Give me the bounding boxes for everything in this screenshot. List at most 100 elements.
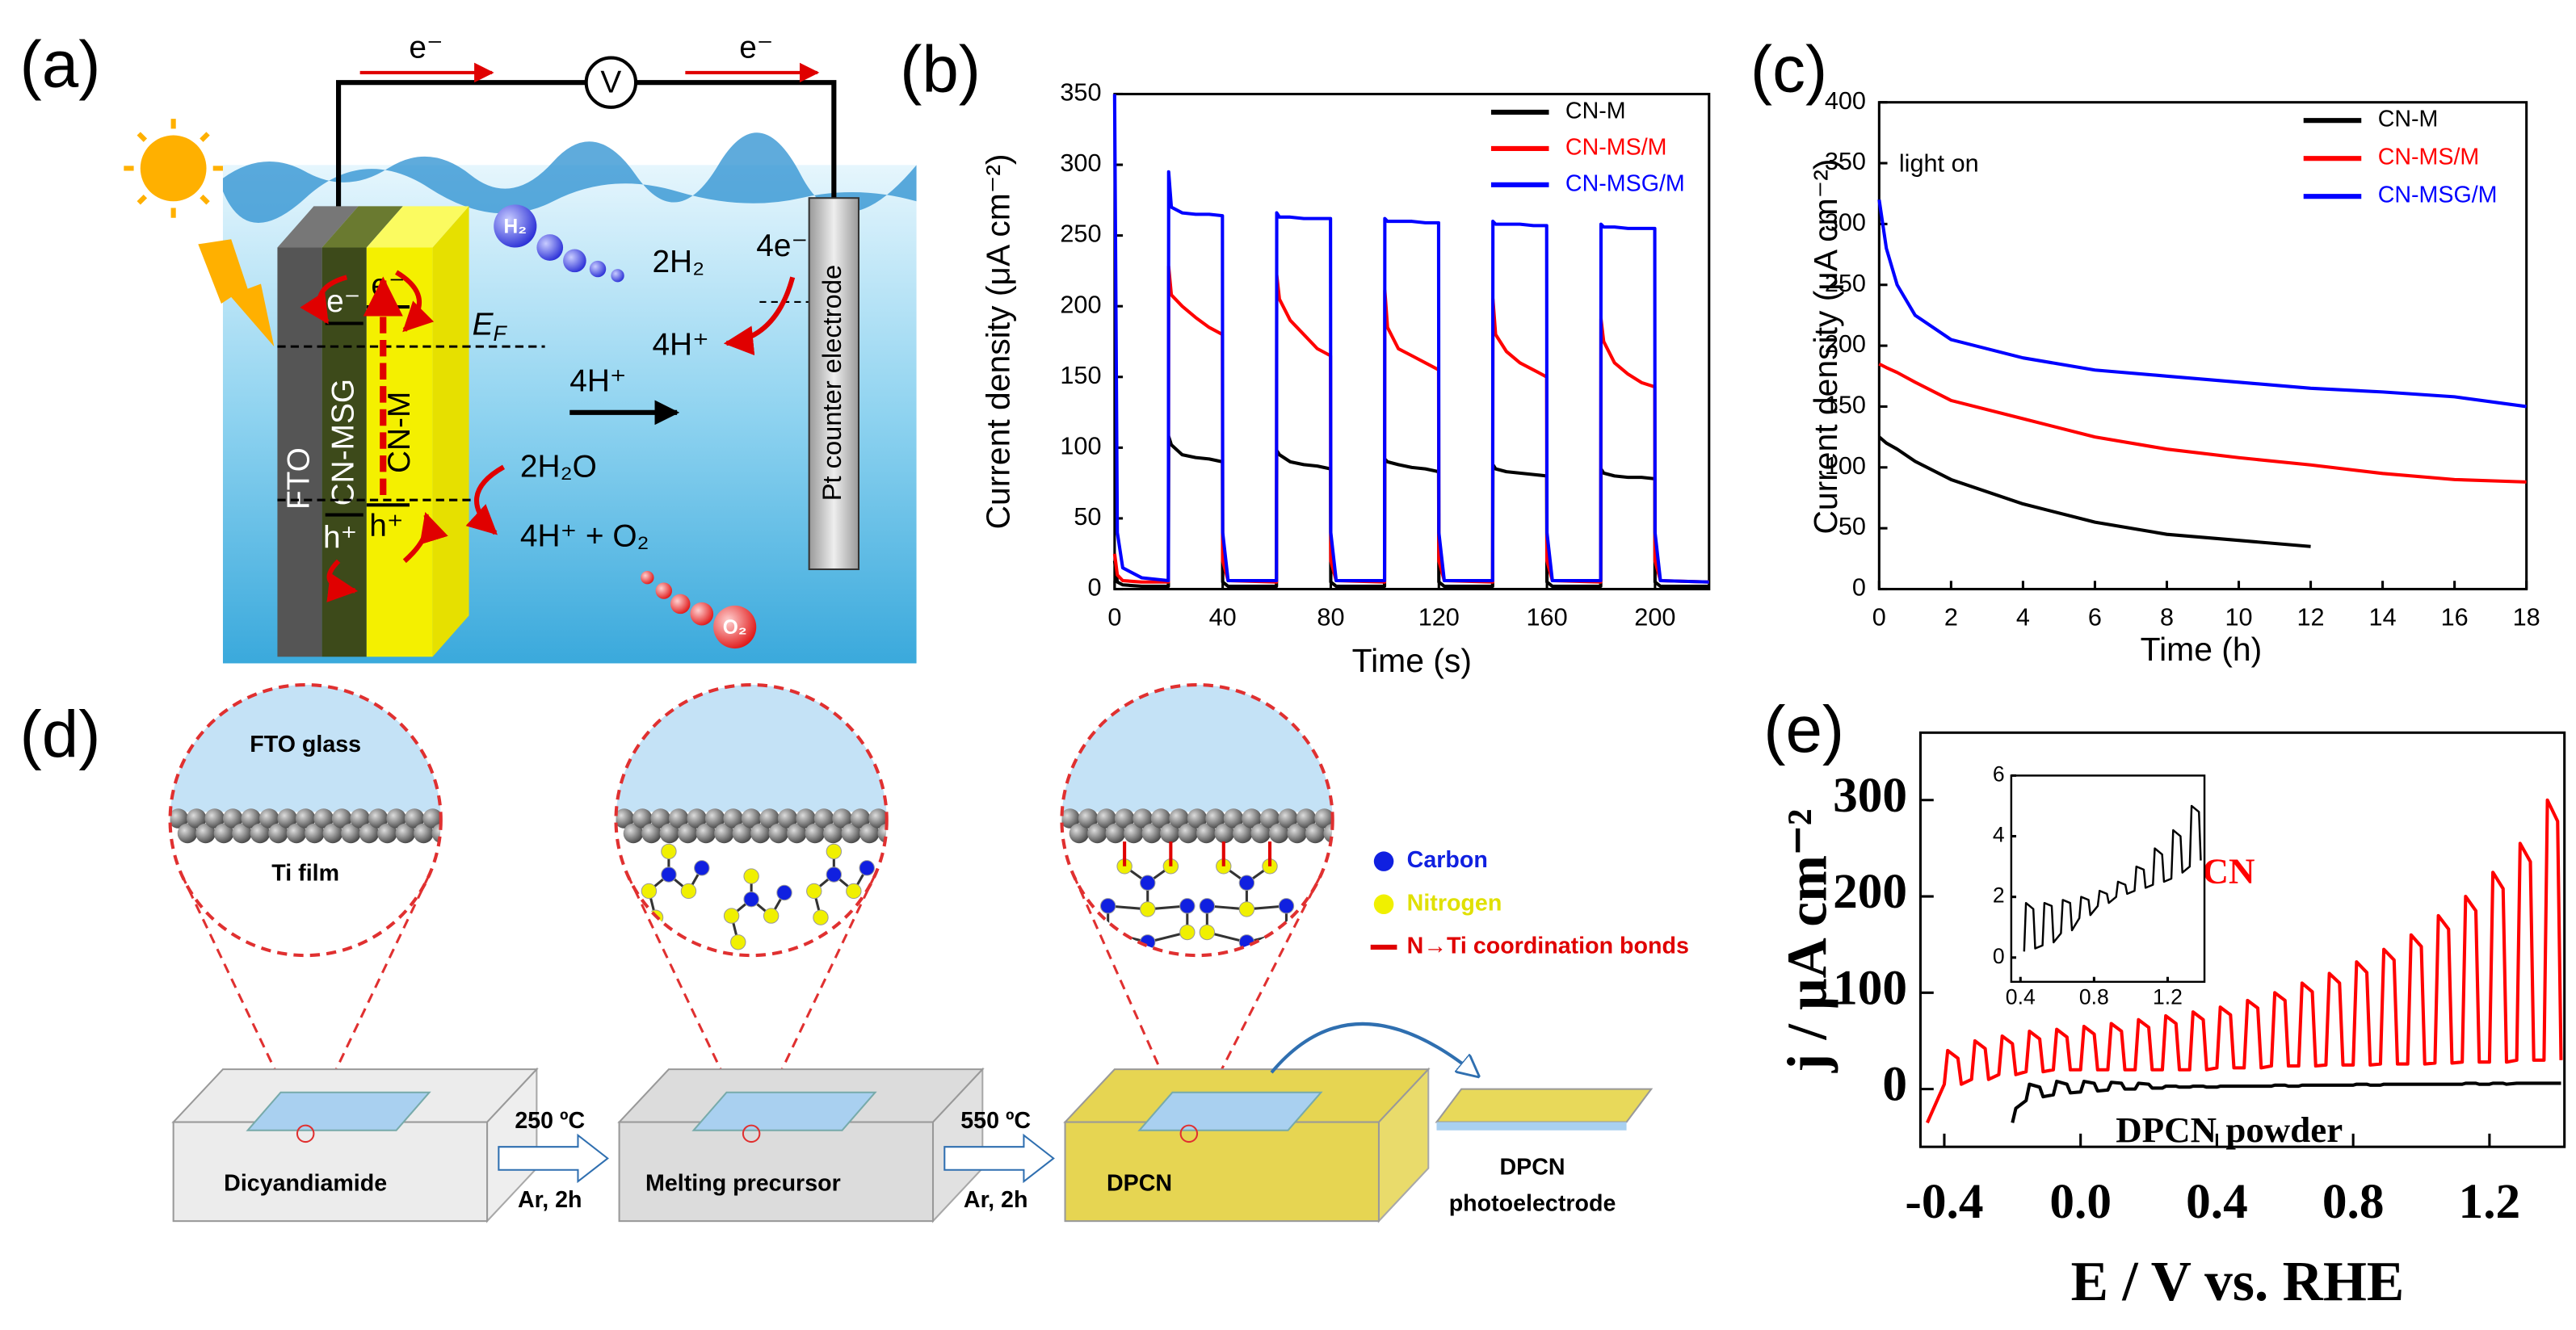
- panel-label: (b): [900, 33, 981, 107]
- proton-transfer-label: 4H⁺: [569, 363, 626, 398]
- carbon-atom: [1199, 898, 1216, 914]
- ti-atom: [213, 823, 234, 844]
- legend-label: CN-MS/M: [2378, 145, 2480, 170]
- ti-atom: [1287, 823, 1308, 844]
- ti-atom: [195, 823, 216, 844]
- layer-label: CN-MSG: [326, 379, 360, 506]
- ti-atom: [222, 808, 243, 829]
- box-label: Dicyandiamide: [224, 1171, 387, 1197]
- ti-atom: [1278, 808, 1298, 829]
- inset-frame: [2010, 774, 2206, 984]
- legend-label: N→Ti coordination bonds: [1407, 933, 1689, 959]
- ti-atom: [1296, 808, 1317, 829]
- zoom-circle: [616, 685, 887, 950]
- carbon-atom: [859, 860, 875, 876]
- legend-label: CN-M: [2378, 107, 2439, 132]
- ti-atom: [1061, 808, 1080, 829]
- fermi-symbol: E: [473, 308, 494, 342]
- y-tick-label: 0: [1882, 1057, 1907, 1112]
- transfer-arrow: [1270, 1022, 1478, 1076]
- ti-atom: [678, 823, 698, 844]
- ti-atom: [777, 808, 798, 829]
- transfer-arrow: [395, 270, 435, 333]
- box-front: [172, 1121, 489, 1223]
- legend-label: Nitrogen: [1407, 890, 1502, 916]
- ti-atom: [204, 808, 225, 829]
- box-label: DPCN: [1107, 1171, 1172, 1197]
- carbon-atom: [661, 866, 677, 883]
- ti-atom: [623, 823, 644, 844]
- ti-atom: [232, 823, 252, 844]
- y-tick-label: 300: [1825, 208, 1866, 236]
- x-axis-label: E / V vs. RHE: [2071, 1251, 2405, 1313]
- nitrogen-atom: [826, 843, 843, 860]
- ti-atom: [1305, 823, 1326, 844]
- zoom-spot: [296, 1124, 315, 1143]
- ti-atom: [305, 823, 325, 844]
- counter-electrode: [808, 197, 860, 571]
- ti-atom: [805, 823, 826, 844]
- legend-label: Carbon: [1407, 847, 1488, 873]
- ti-atom: [322, 823, 343, 844]
- carrier-label: h⁺: [323, 520, 357, 555]
- ti-atom: [868, 808, 887, 829]
- ti-atom: [1133, 808, 1153, 829]
- zoom-spot: [1179, 1124, 1199, 1143]
- reduction-arrow: [723, 276, 796, 356]
- ti-atom: [170, 808, 189, 829]
- x-tick-label: 0.4: [2186, 1174, 2248, 1229]
- electron-count: 4e⁻: [756, 229, 808, 263]
- nitrogen-atom: [1238, 901, 1255, 917]
- chart: 0.4 0.8 1.2 0 2 4 6: [1993, 761, 2206, 1009]
- fto-slab: [1137, 1091, 1323, 1131]
- o2-bubble: [713, 605, 757, 649]
- ti-atom: [1242, 808, 1262, 829]
- y-tick-label: 300: [1060, 149, 1101, 177]
- oxidation-arrow: [465, 464, 506, 535]
- ti-atom: [422, 808, 441, 829]
- y-tick-label: 150: [1825, 392, 1866, 419]
- zoom-outline: [614, 682, 889, 958]
- carbon-atom: [1140, 875, 1156, 891]
- series-line: [2023, 804, 2202, 952]
- box-front: [1064, 1121, 1380, 1223]
- ti-atom: [1114, 808, 1135, 829]
- x-tick-label: 0.4: [2006, 984, 2036, 1009]
- carbon-atom: [694, 860, 710, 876]
- series-line: [2011, 1080, 2561, 1123]
- y-axis-label: Current density (μA cm⁻²): [1807, 159, 1844, 535]
- y-tick-label: 300: [1833, 768, 1907, 823]
- bubble: [690, 602, 714, 626]
- ti-atom: [659, 823, 680, 844]
- nitrogen-atom: [723, 908, 740, 924]
- bubble: [655, 582, 673, 599]
- series-line: [1877, 199, 2527, 409]
- ti-atom: [813, 808, 834, 829]
- x-tick-label: 4: [2016, 603, 2030, 631]
- fto-slab: [246, 1091, 431, 1131]
- ti-atom: [1214, 823, 1235, 844]
- wire: [336, 80, 586, 215]
- legend-label: CN-M: [1565, 99, 1626, 124]
- x-tick-label: 1.2: [2459, 1174, 2521, 1229]
- ti-atom: [1096, 808, 1116, 829]
- nitrogen-atom: [1179, 924, 1196, 941]
- ti-atom: [650, 808, 670, 829]
- x-tick-label: 0: [1872, 603, 1886, 631]
- photoelectrode-substrate: [1436, 1122, 1627, 1131]
- x-tick-label: 0.8: [2322, 1174, 2385, 1229]
- y-tick-label: 200: [1833, 864, 1907, 919]
- ti-atom: [404, 808, 425, 829]
- step-atmosphere: Ar, 2h: [518, 1187, 582, 1213]
- ti-atom: [695, 823, 716, 844]
- zoom-circle: [170, 685, 441, 844]
- nitrogen-atom: [743, 868, 759, 884]
- ti-atom: [641, 823, 662, 844]
- zoom-outline: [168, 682, 443, 958]
- light-bolt: [198, 239, 275, 347]
- carbon-atom: [1099, 898, 1116, 914]
- ti-atom: [704, 808, 725, 829]
- ti-atom: [350, 808, 370, 829]
- y-tick-label: 200: [1060, 291, 1101, 318]
- bubble: [563, 249, 586, 273]
